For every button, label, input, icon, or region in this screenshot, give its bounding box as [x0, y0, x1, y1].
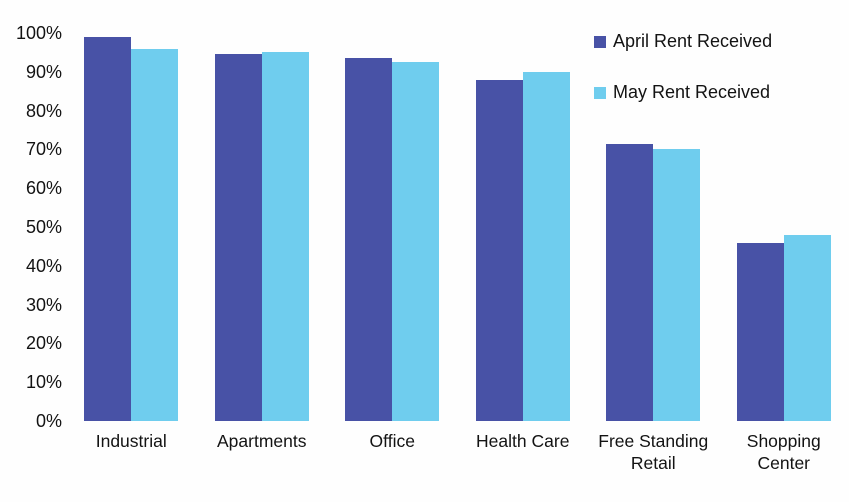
category-label: Apartments — [217, 431, 307, 451]
legend-item: May Rent Received — [594, 81, 772, 104]
legend-swatch-icon — [594, 86, 606, 99]
category-label: Shopping Center — [746, 431, 821, 473]
category-label: Office — [369, 431, 415, 451]
plot-area — [66, 33, 849, 421]
bar-april-health-care — [475, 79, 523, 421]
bar-april-industrial — [84, 36, 132, 421]
legend-swatch-icon — [594, 35, 606, 48]
legend-label: April Rent Received — [613, 31, 773, 51]
y-tick-label: 80% — [25, 100, 62, 121]
bar-april-office — [345, 58, 393, 421]
x-axis-labels: Industrial Apartments Office Health Care Fre… — [66, 430, 849, 474]
y-tick-label: 10% — [25, 372, 62, 393]
y-tick-label: 40% — [25, 255, 62, 276]
bar-group-office — [327, 33, 458, 421]
bar-group-industrial — [66, 33, 197, 421]
bar-april-apartments — [214, 54, 262, 421]
category-label: Free Standing Retail — [598, 431, 709, 473]
category-label: Health Care — [476, 431, 570, 451]
bar-may-health-care — [522, 71, 570, 421]
bar-april-free-standing-retail — [606, 143, 654, 421]
bar-may-shopping-center — [783, 234, 831, 421]
bar-may-industrial — [131, 48, 179, 421]
bar-group-health-care — [458, 33, 589, 421]
bar-april-shopping-center — [736, 242, 784, 421]
y-tick-label: 70% — [25, 139, 62, 160]
legend-label: May Rent Received — [613, 82, 771, 102]
bar-group-apartments — [197, 33, 328, 421]
y-tick-label: 90% — [25, 61, 62, 82]
bar-may-free-standing-retail — [653, 149, 701, 421]
legend-item: April Rent Received — [594, 30, 772, 53]
bar-group-shopping-center — [719, 33, 849, 421]
bar-may-apartments — [261, 52, 309, 421]
legend: April Rent Received May Rent Received — [594, 30, 772, 132]
bar-group-free-standing-retail — [588, 33, 719, 421]
category-label: Industrial — [95, 431, 167, 451]
y-tick-label: 100% — [15, 23, 62, 43]
y-tick-label: 30% — [25, 294, 62, 315]
y-tick-label: 20% — [25, 333, 62, 354]
y-tick-label: 50% — [25, 217, 62, 237]
bar-may-office — [392, 62, 440, 421]
y-tick-label: 60% — [25, 178, 62, 199]
y-tick-label: 0% — [35, 411, 62, 431]
